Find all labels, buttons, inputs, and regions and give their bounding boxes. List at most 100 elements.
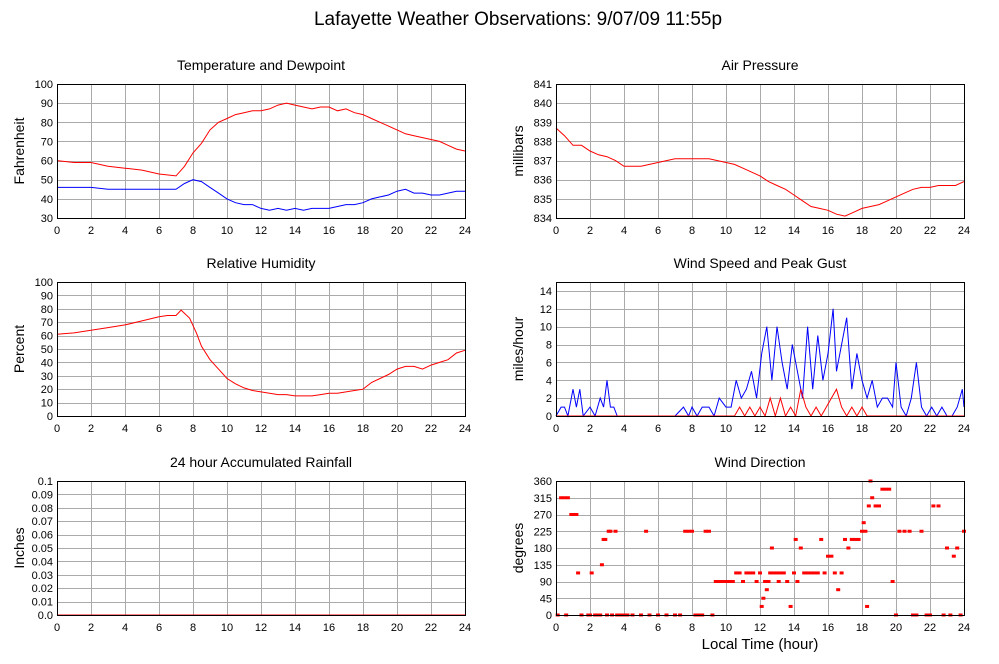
x-tick-label: 22 — [924, 225, 936, 237]
chart-humidity: 0 2 4 6 8 10 12 14 16 18 20 22 240102030405060708090… — [11, 255, 471, 435]
series-line-0 — [555, 127, 965, 217]
data-point — [853, 537, 858, 541]
y-tick-label: 8 — [546, 340, 552, 352]
data-point — [703, 529, 708, 533]
data-point — [861, 521, 866, 525]
x-tick-label: 16 — [323, 225, 335, 237]
y-tick-label: 90 — [41, 290, 53, 302]
x-tick-label: 10 — [221, 225, 233, 237]
chart-ylabel: Fahrenheit — [11, 117, 27, 184]
series-line-1 — [57, 179, 465, 211]
y-tick-label: 0.08 — [32, 503, 53, 515]
x-tick-label: 10 — [221, 423, 233, 435]
chart-title: Relative Humidity — [207, 255, 316, 271]
y-tick-label: 360 — [534, 476, 552, 488]
data-point — [792, 571, 796, 575]
data-point — [866, 504, 871, 508]
x-tick-label: 0 — [54, 225, 60, 237]
y-tick-label: 0.03 — [32, 570, 53, 582]
y-tick-label: 100 — [35, 277, 53, 289]
data-point — [565, 496, 570, 500]
x-tick-label: 14 — [289, 423, 301, 435]
x-tick-label: 22 — [425, 622, 437, 634]
page-title: Lafayette Weather Observations: 9/07/09 … — [314, 9, 722, 30]
data-point — [730, 580, 735, 583]
x-tick-label: 16 — [822, 622, 834, 634]
data-point — [559, 496, 564, 500]
plot-frame — [556, 282, 965, 417]
y-tick-label: 90 — [41, 98, 53, 110]
y-tick-label: 839 — [534, 117, 552, 129]
x-tick-label: 8 — [689, 225, 695, 237]
x-tick-label: 2 — [587, 225, 593, 237]
chart-rain: 0 2 4 6 8 10 12 14 16 18 20 22 240.00.010.020.030.04… — [11, 454, 471, 634]
data-point — [819, 537, 824, 541]
data-point — [778, 571, 783, 575]
y-tick-label: 840 — [534, 98, 552, 110]
chart-ylabel: Inches — [11, 527, 27, 568]
x-tick-label: 6 — [156, 622, 162, 634]
y-tick-label: 0.1 — [38, 476, 53, 488]
data-point — [720, 580, 725, 583]
data-point — [843, 537, 847, 541]
data-point — [849, 537, 854, 541]
x-tick-label: 4 — [621, 225, 627, 237]
y-tick-label: 20 — [41, 384, 53, 396]
x-tick-label: 24 — [958, 225, 970, 237]
y-tick-label: 838 — [534, 136, 552, 148]
x-tick-label: 20 — [391, 225, 403, 237]
data-point — [717, 580, 722, 583]
data-point — [761, 596, 766, 600]
x-tick-label: 16 — [822, 423, 834, 435]
series-line-0 — [56, 102, 466, 177]
data-point — [686, 529, 691, 533]
x-tick-label: 2 — [88, 423, 94, 435]
y-tick-label: 2 — [546, 393, 552, 405]
data-point — [734, 571, 739, 575]
data-point — [846, 546, 851, 550]
data-point — [724, 580, 728, 583]
x-tick-label: 2 — [88, 225, 94, 237]
y-tick-label: 100 — [35, 79, 53, 91]
x-tick-label: 10 — [221, 622, 233, 634]
chart-title: 24 hour Accumulated Rainfall — [170, 454, 352, 470]
x-tick-label: 16 — [323, 622, 335, 634]
data-point — [839, 571, 844, 575]
x-tick-label: 0 — [553, 225, 559, 237]
y-tick-label: 12 — [540, 304, 552, 316]
x-tick-label: 0 — [553, 622, 559, 634]
plot-frame — [57, 481, 466, 616]
x-tick-label: 22 — [924, 622, 936, 634]
x-tick-label: 14 — [788, 225, 800, 237]
data-point — [890, 580, 895, 583]
data-point — [589, 571, 594, 575]
x-tick-label: 8 — [190, 225, 196, 237]
data-point — [759, 604, 764, 608]
x-tick-label: 20 — [391, 423, 403, 435]
series-line-1 — [556, 387, 964, 418]
x-tick-label: 0 — [54, 622, 60, 634]
data-point — [754, 580, 759, 583]
x-tick-label: 20 — [391, 622, 403, 634]
data-point — [776, 580, 781, 583]
data-point — [931, 504, 936, 508]
chart-title: Wind Speed and Peak Gust — [674, 255, 847, 271]
plot-frame — [556, 84, 965, 219]
x-tick-label: 12 — [754, 225, 766, 237]
x-tick-label: 18 — [856, 622, 868, 634]
data-point — [936, 504, 941, 508]
data-point — [897, 529, 902, 533]
y-tick-label: 0.06 — [32, 530, 53, 542]
x-tick-label: 20 — [890, 622, 902, 634]
y-tick-label: 315 — [534, 493, 552, 505]
x-tick-label: 10 — [720, 423, 732, 435]
data-point — [763, 580, 768, 583]
data-point — [887, 487, 892, 491]
x-tick-label: 12 — [255, 225, 267, 237]
x-tick-label: 18 — [357, 622, 369, 634]
data-point — [608, 529, 613, 533]
data-point — [603, 537, 608, 541]
x-tick-label: 24 — [459, 622, 471, 634]
data-point — [802, 571, 807, 575]
